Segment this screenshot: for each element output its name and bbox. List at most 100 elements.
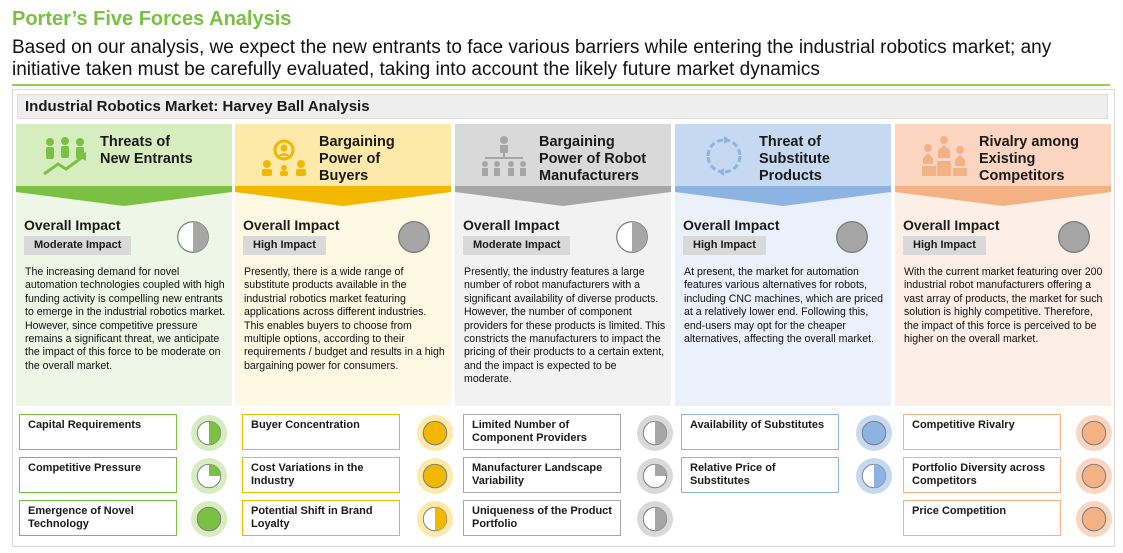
- factor-ball-holder: [637, 501, 673, 537]
- factor-harvey-ball: [861, 420, 887, 446]
- factor-harvey-ball-ring: [191, 415, 227, 451]
- factor-box: Relative Price of Substitutes: [681, 457, 839, 493]
- impact-level-badge: Moderate Impact: [24, 236, 132, 255]
- factor-harvey-ball-ring: [1076, 415, 1112, 451]
- factor-ball-holder: [856, 458, 892, 494]
- overall-impact-harvey-ball: [1058, 221, 1090, 253]
- overall-impact-ball-holder: [1057, 220, 1091, 259]
- section-title: Industrial Robotics Market: Harvey Ball …: [17, 94, 1108, 119]
- factor-harvey-ball: [196, 420, 222, 446]
- factor-harvey-ball: [642, 506, 668, 532]
- overall-impact-harvey-ball: [836, 221, 868, 253]
- force-title-line: Products: [759, 168, 822, 184]
- people-growth-icon: [43, 137, 86, 176]
- force-header: [675, 124, 891, 186]
- force-title-line: New Entrants: [100, 151, 193, 167]
- overall-impact-label: Overall Impact: [243, 217, 340, 233]
- factor-harvey-ball-ring: [191, 458, 227, 494]
- force-header: [455, 124, 671, 186]
- force-title-line: Competitors: [979, 168, 1065, 184]
- buyer-group-icon-holder: [259, 134, 309, 178]
- page-subtitle: Based on our analysis, we expect the new…: [12, 37, 1052, 80]
- overall-impact-label: Overall Impact: [683, 217, 780, 233]
- factor-box: Portfolio Diversity across Competitors: [903, 457, 1061, 493]
- factor-ball-holder: [417, 501, 453, 537]
- force-title-line: Bargaining: [319, 134, 395, 150]
- impact-level-badge: High Impact: [903, 236, 986, 255]
- factor-box: Uniqueness of the Product Portfolio: [463, 500, 621, 536]
- header-chevron: [16, 186, 232, 206]
- force-column: Rivalry among Existing Competitors Overall …: [895, 124, 1111, 406]
- force-column: Threats of New Entrants Overall Impact Mode…: [16, 124, 232, 406]
- overall-impact-harvey-ball: [398, 221, 430, 253]
- factor-harvey-ball: [642, 463, 668, 489]
- factor-harvey-ball-ring: [1076, 458, 1112, 494]
- factor-harvey-ball: [422, 420, 448, 446]
- overall-impact-label: Overall Impact: [903, 217, 1000, 233]
- force-title-line: Bargaining: [539, 134, 615, 150]
- factor-harvey-ball: [196, 463, 222, 489]
- overall-impact-ball-holder: [615, 220, 649, 259]
- factor-box: Competitive Pressure: [19, 457, 177, 493]
- force-title-line: Buyers: [319, 168, 369, 184]
- force-title: Threats of New Entrants: [100, 134, 193, 168]
- factor-ball-holder: [191, 501, 227, 537]
- factor-box: Competitive Rivalry: [903, 414, 1061, 450]
- factor-harvey-ball: [422, 463, 448, 489]
- force-column: Bargaining Power of Robot Manufacturers Ove…: [455, 124, 671, 406]
- factor-box: Availability of Substitutes: [681, 414, 839, 450]
- factor-harvey-ball-ring: [637, 458, 673, 494]
- force-title-line: Power of Robot: [539, 151, 647, 167]
- factor-harvey-ball-ring: [637, 415, 673, 451]
- factor-harvey-ball-ring: [856, 458, 892, 494]
- people-growth-icon-holder: [40, 134, 90, 178]
- manufacturer-network-icon: [482, 136, 526, 176]
- factor-harvey-ball-ring: [637, 501, 673, 537]
- manufacturer-network-icon-holder: [479, 134, 529, 178]
- factor-ball-holder: [417, 415, 453, 451]
- substitute-cycle-icon-holder: [699, 134, 749, 178]
- factor-harvey-ball-ring: [417, 415, 453, 451]
- header-chevron: [455, 186, 671, 206]
- overall-impact-harvey-ball: [616, 221, 648, 253]
- overall-impact-harvey-ball: [177, 221, 209, 253]
- force-title: Rivalry among Existing Competitors: [979, 134, 1079, 185]
- factor-ball-holder: [1076, 501, 1112, 537]
- overall-impact-label: Overall Impact: [24, 217, 121, 233]
- page-title: Porter’s Five Forces Analysis: [12, 8, 292, 30]
- overall-impact-ball-holder: [835, 220, 869, 259]
- overall-impact-label: Overall Impact: [463, 217, 560, 233]
- factor-ball-holder: [856, 415, 892, 451]
- factor-ball-holder: [417, 458, 453, 494]
- force-title-line: Power of: [319, 151, 381, 167]
- force-description: The increasing demand for novel automati…: [25, 266, 226, 372]
- factor-harvey-ball-ring: [191, 501, 227, 537]
- factor-box: Buyer Concentration: [242, 414, 400, 450]
- header-chevron: [235, 186, 451, 206]
- force-column: Threat of Substitute Products Overall Impac…: [675, 124, 891, 406]
- force-title-line: Threats of: [100, 134, 171, 150]
- factor-box: Emergence of Novel Technology: [19, 500, 177, 536]
- factor-ball-holder: [637, 458, 673, 494]
- force-description: With the current market featuring over 2…: [904, 266, 1103, 346]
- force-title: Bargaining Power of Robot Manufacturers: [539, 134, 646, 185]
- factor-harvey-ball-ring: [856, 415, 892, 451]
- header-chevron: [675, 186, 891, 206]
- factor-ball-holder: [637, 415, 673, 451]
- factor-ball-holder: [191, 458, 227, 494]
- force-description: At present, the market for automation fe…: [684, 266, 884, 346]
- force-title-line: Substitute: [759, 151, 830, 167]
- force-column: Bargaining Power of Buyers Overall Impact Hi…: [235, 124, 451, 406]
- podium-rivalry-icon-holder: [919, 134, 969, 178]
- factor-box: Capital Requirements: [19, 414, 177, 450]
- podium-rivalry-icon: [922, 136, 967, 176]
- factor-ball-holder: [1076, 458, 1112, 494]
- factor-box: Manufacturer Landscape Variability: [463, 457, 621, 493]
- impact-level-badge: Moderate Impact: [463, 236, 571, 255]
- factor-harvey-ball: [196, 506, 222, 532]
- factor-box: Potential Shift in Brand Loyalty: [242, 500, 400, 536]
- impact-level-badge: High Impact: [243, 236, 326, 255]
- factor-harvey-ball: [1081, 506, 1107, 532]
- substitute-cycle-icon: [706, 136, 742, 176]
- title-divider: [12, 84, 1110, 86]
